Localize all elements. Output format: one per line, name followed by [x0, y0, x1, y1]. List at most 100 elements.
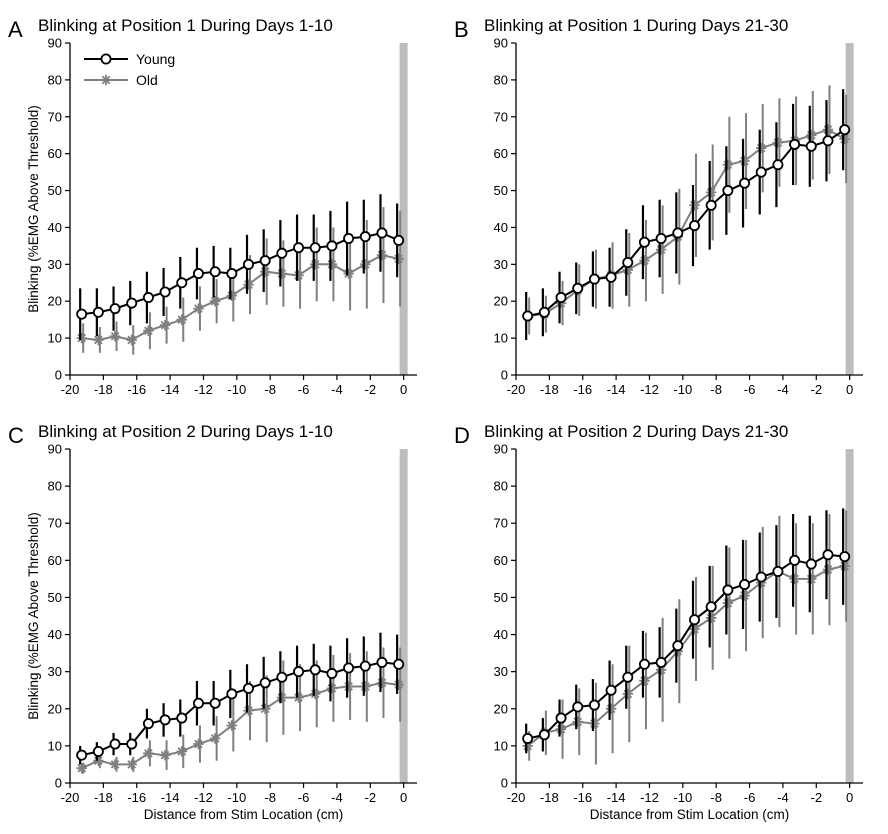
panel-title: Blinking at Position 1 During Days 1-10: [38, 16, 333, 35]
x-tick-label: 0: [400, 382, 407, 397]
series-old: [522, 85, 850, 335]
x-tick-label: -20: [61, 382, 80, 397]
data-point: [226, 720, 237, 731]
x-axis-title: Distance from Stim Location (cm): [144, 807, 344, 822]
data-point: [126, 297, 138, 309]
x-tick-label: -8: [710, 382, 722, 397]
x-tick-label: -10: [673, 382, 692, 397]
x-tick-label: -14: [161, 382, 180, 397]
data-point: [326, 240, 338, 252]
series-old: [522, 510, 850, 765]
y-tick-label: 10: [494, 738, 508, 753]
panel-letter: A: [8, 17, 23, 42]
data-point: [92, 306, 104, 318]
data-point: [639, 675, 650, 687]
x-tick-label: -2: [811, 382, 823, 397]
data-point: [522, 732, 534, 744]
data-point: [605, 703, 617, 714]
data-point: [142, 718, 154, 730]
data-point: [605, 271, 617, 283]
x-tick-label: -8: [264, 790, 276, 805]
y-tick-label: 90: [494, 442, 508, 457]
data-point: [538, 729, 550, 741]
y-axis-title: Blinking (%EMG Above Threshold): [26, 105, 41, 313]
data-point: [806, 573, 817, 585]
y-tick-label: 20: [48, 701, 62, 716]
data-point: [326, 668, 338, 680]
data-point: [126, 738, 138, 750]
data-point: [359, 231, 371, 243]
y-tick-label: 50: [494, 590, 508, 605]
data-point: [259, 255, 271, 267]
stim-location-band: [399, 43, 408, 375]
data-point: [226, 688, 238, 700]
data-point: [109, 303, 121, 315]
y-tick-label: 90: [48, 36, 62, 51]
data-point: [109, 738, 121, 750]
data-point: [555, 724, 567, 735]
data-point: [639, 255, 650, 266]
data-point: [360, 259, 371, 270]
panel-title: Blinking at Position 1 During Days 21-30: [484, 16, 788, 35]
y-tick-label: 10: [48, 738, 62, 753]
data-point: [605, 684, 617, 696]
data-point: [376, 249, 388, 261]
data-point: [739, 578, 751, 590]
y-tick-label: 40: [494, 627, 508, 642]
data-point: [276, 671, 288, 683]
x-tick-label: -6: [744, 790, 756, 805]
x-tick-label: -18: [94, 790, 113, 805]
y-tick-label: 50: [48, 183, 62, 198]
x-tick-label: -18: [94, 382, 113, 397]
data-point: [756, 577, 767, 588]
data-point: [176, 746, 187, 757]
y-tick-label: 10: [48, 331, 62, 346]
y-tick-label: 80: [494, 72, 508, 87]
y-tick-label: 0: [501, 776, 508, 791]
stim-location-band: [399, 449, 408, 783]
x-tick-label: -10: [227, 382, 246, 397]
x-tick-label: -18: [540, 790, 559, 805]
data-point: [92, 745, 104, 757]
y-tick-label: 80: [494, 479, 508, 494]
y-tick-label: 40: [494, 220, 508, 235]
data-point: [93, 334, 104, 346]
y-tick-label: 60: [48, 553, 62, 568]
data-point: [360, 681, 371, 692]
y-tick-label: 70: [494, 516, 508, 531]
data-point: [126, 334, 137, 346]
data-point: [310, 688, 321, 700]
data-point: [393, 253, 404, 264]
data-point: [343, 268, 354, 279]
y-tick-label: 50: [494, 183, 508, 198]
data-point: [822, 549, 834, 561]
data-point: [76, 332, 87, 344]
x-tick-label: -2: [811, 790, 823, 805]
data-point: [276, 247, 288, 259]
data-point: [655, 233, 667, 245]
x-tick-label: -12: [640, 382, 659, 397]
y-tick-label: 50: [48, 590, 62, 605]
y-tick-label: 30: [494, 257, 508, 272]
data-point: [689, 623, 700, 635]
stim-location-band: [845, 449, 854, 783]
data-point: [588, 273, 600, 285]
x-tick-label: -20: [507, 790, 526, 805]
data-point: [176, 277, 188, 289]
data-point: [159, 286, 171, 298]
data-point: [572, 282, 584, 294]
data-point: [326, 683, 338, 694]
x-tick-label: -6: [744, 382, 756, 397]
data-point: [806, 130, 817, 141]
x-tick-label: 0: [846, 382, 853, 397]
data-point: [343, 233, 355, 245]
data-point: [343, 662, 355, 674]
data-point: [638, 658, 650, 670]
data-point: [209, 296, 221, 307]
x-tick-label: -4: [777, 790, 789, 805]
y-tick-label: 70: [494, 109, 508, 124]
data-point: [655, 656, 667, 668]
data-point: [243, 682, 255, 694]
